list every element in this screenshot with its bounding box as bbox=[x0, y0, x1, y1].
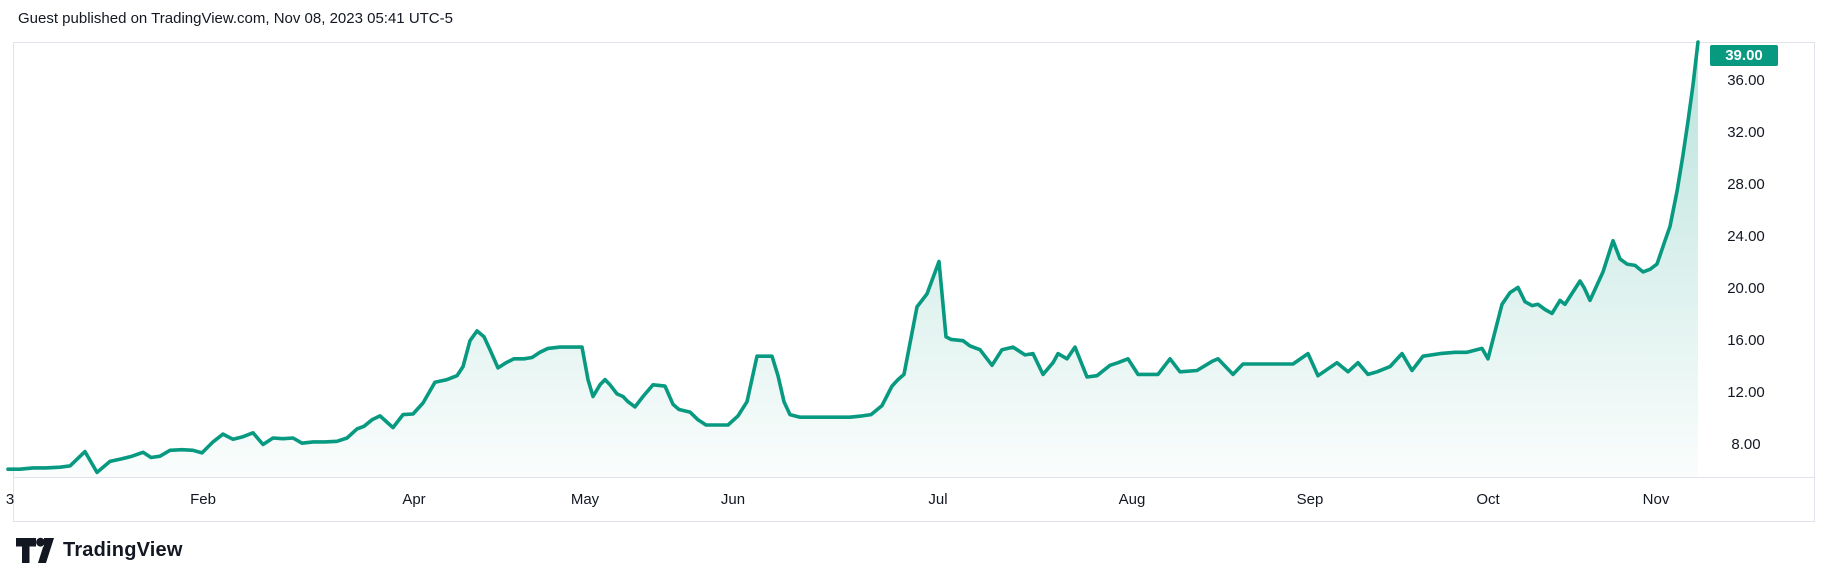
time-tick-label: Jul bbox=[928, 491, 948, 508]
price-tick-label: 8.00 bbox=[1731, 436, 1761, 453]
time-tick-label: Sep bbox=[1296, 491, 1324, 508]
time-tick-label: Nov bbox=[1642, 491, 1670, 508]
price-tick-label: 24.00 bbox=[1727, 228, 1765, 245]
tradingview-logo-icon bbox=[16, 537, 54, 563]
time-tick-label: May bbox=[570, 491, 600, 508]
last-price-badge: 39.00 bbox=[1710, 45, 1778, 66]
time-tick-label: 3 bbox=[5, 491, 15, 508]
time-tick-label: Feb bbox=[190, 491, 216, 508]
price-tick-label: 20.00 bbox=[1727, 280, 1765, 297]
price-tick-label: 12.00 bbox=[1727, 384, 1765, 401]
attribution-text: Guest published on TradingView.com, Nov … bbox=[18, 10, 453, 27]
time-tick-label: Aug bbox=[1118, 491, 1146, 508]
time-tick-label: Apr bbox=[402, 491, 426, 508]
tradingview-logo[interactable]: TradingView bbox=[16, 535, 183, 565]
tradingview-logo-text: TradingView bbox=[63, 538, 183, 561]
time-tick-label: Oct bbox=[1476, 491, 1500, 508]
price-line bbox=[6, 40, 1700, 475]
price-tick-label: 32.00 bbox=[1727, 124, 1765, 141]
area-fill bbox=[8, 42, 1698, 477]
price-tick-label: 36.00 bbox=[1727, 72, 1765, 89]
price-tick-label: 28.00 bbox=[1727, 176, 1765, 193]
time-tick-label: Jun bbox=[720, 491, 746, 508]
price-tick-label: 16.00 bbox=[1727, 332, 1765, 349]
